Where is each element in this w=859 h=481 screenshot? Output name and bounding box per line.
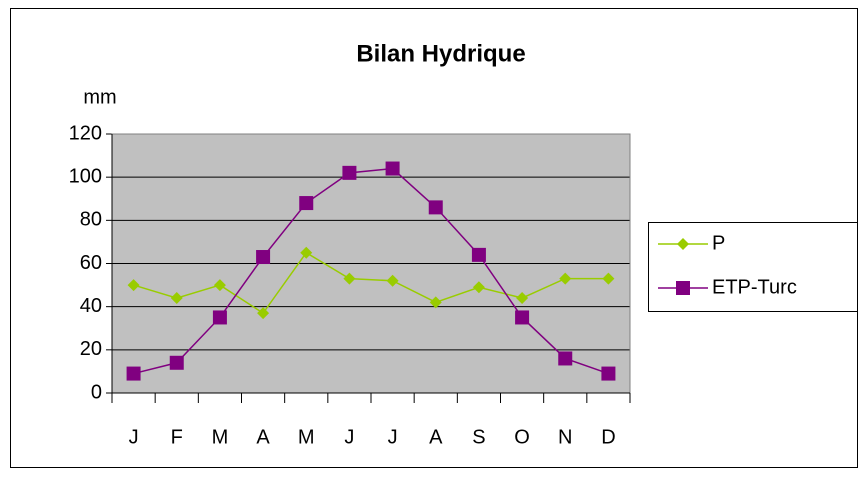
y-tick-label: 0 (91, 381, 102, 403)
x-tick-label: O (514, 426, 530, 448)
legend-box (648, 222, 858, 312)
marker (299, 196, 314, 211)
marker (169, 355, 184, 370)
marker (126, 366, 141, 381)
marker (428, 200, 443, 215)
marker (212, 310, 227, 325)
x-tick-label: F (171, 426, 183, 448)
marker (676, 281, 690, 295)
y-axis-label: mm (83, 86, 116, 108)
marker (429, 296, 442, 309)
marker (385, 161, 400, 176)
marker (342, 165, 357, 180)
legend-label: P (712, 232, 725, 254)
marker (602, 272, 615, 285)
marker (170, 292, 183, 305)
marker (558, 351, 573, 366)
series-line (133, 251, 609, 315)
marker (472, 281, 485, 294)
marker (256, 250, 271, 265)
x-tick-label: J (129, 426, 139, 448)
marker (516, 292, 529, 305)
marker (677, 238, 689, 250)
y-tick-label: 40 (80, 295, 102, 317)
y-tick-label: 20 (80, 338, 102, 360)
marker (300, 246, 313, 259)
x-tick-label: M (298, 426, 315, 448)
marker (257, 307, 270, 320)
marker (515, 310, 530, 325)
x-tick-label: S (472, 426, 485, 448)
x-tick-label: A (429, 426, 443, 448)
y-tick-label: 80 (80, 209, 102, 231)
x-tick-label: D (601, 426, 615, 448)
y-tick-label: 60 (80, 252, 102, 274)
marker (559, 272, 572, 285)
y-tick-label: 120 (69, 122, 102, 144)
marker (601, 366, 616, 381)
x-tick-label: A (256, 426, 270, 448)
x-tick-label: N (558, 426, 572, 448)
x-tick-label: M (212, 426, 229, 448)
marker (386, 274, 399, 287)
marker (213, 279, 226, 292)
x-tick-label: J (388, 426, 398, 448)
marker (127, 279, 140, 292)
marker (471, 247, 486, 262)
x-tick-label: J (344, 426, 354, 448)
marker (343, 272, 356, 285)
legend-label: ETP-Turc (712, 276, 797, 298)
y-tick-label: 100 (69, 165, 102, 187)
series-line (133, 167, 609, 375)
chart-title: Bilan Hydrique (356, 40, 525, 67)
